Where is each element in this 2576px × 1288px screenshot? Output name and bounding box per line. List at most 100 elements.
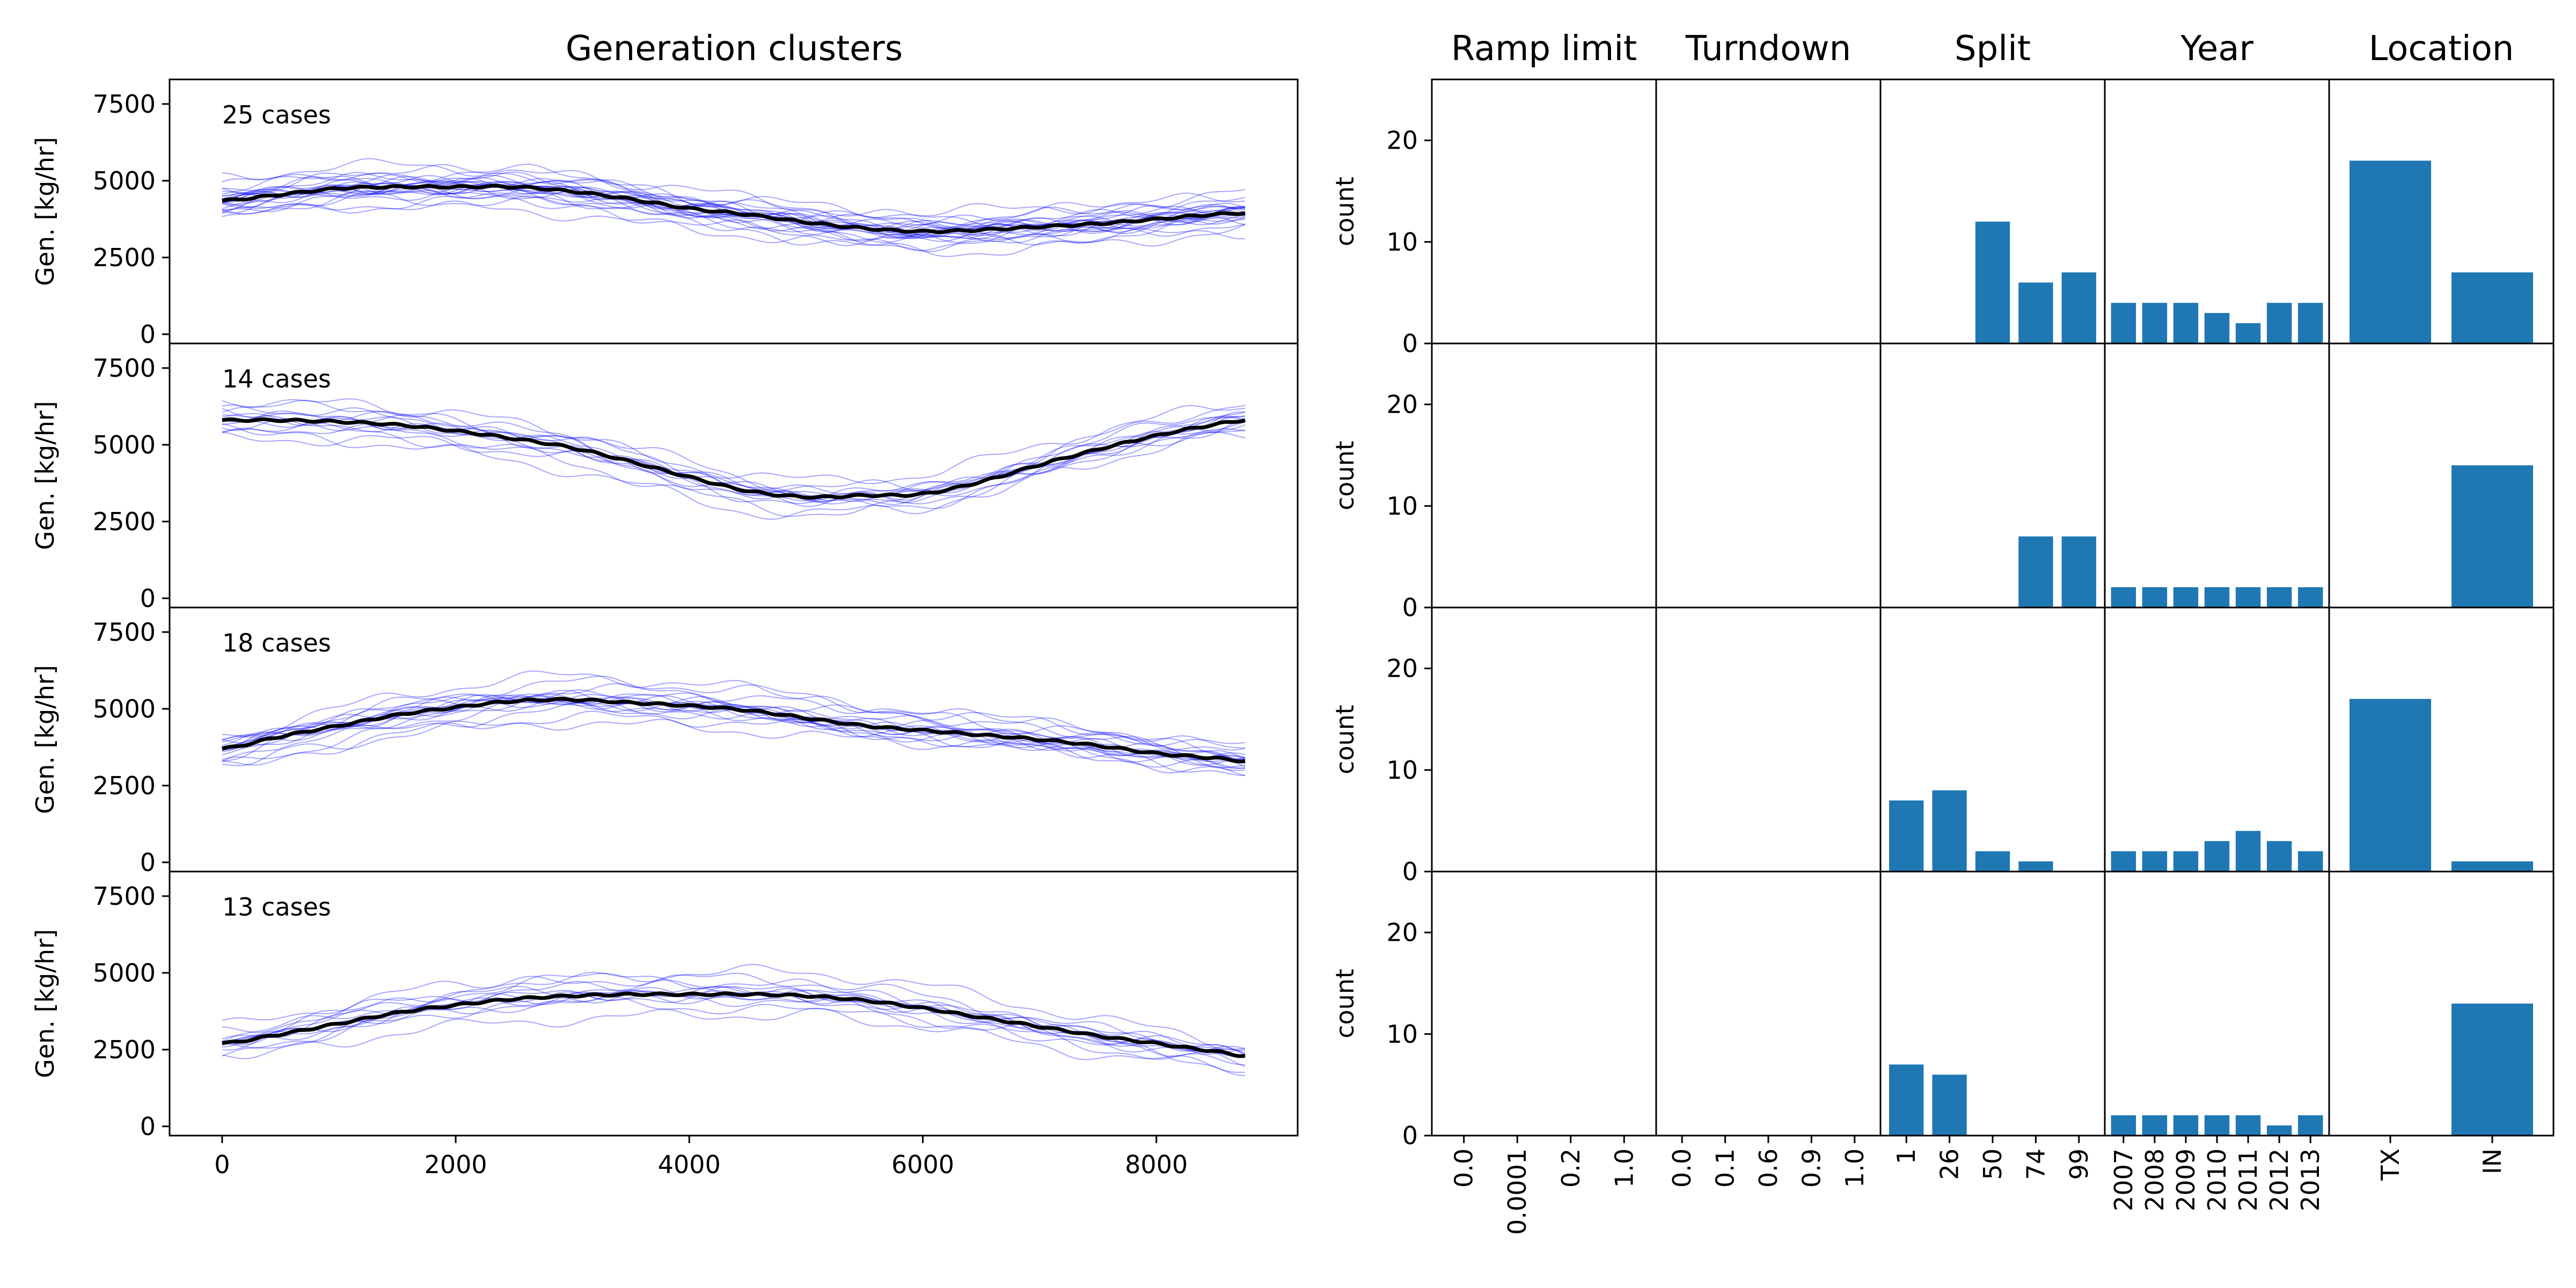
cluster-plot-3: 18 cases 0 2500 5000 7500 Gen. [kg/hr]: [31, 606, 1299, 877]
y-axis-label: Gen. [kg/hr]: [31, 137, 60, 286]
y-tick-label: 5000: [93, 166, 156, 195]
case-trace: [222, 987, 1246, 1058]
x-tick-label: 8000: [1125, 1150, 1188, 1179]
x-tick-label: 6000: [891, 1150, 954, 1179]
category-tick-label: 2010: [2202, 1148, 2231, 1211]
y-tick-label: 10: [1386, 228, 1418, 257]
count-bar: [1975, 851, 2010, 872]
count-bar: [2173, 303, 2199, 343]
count-bar: [1975, 221, 2010, 343]
y-tick-label: 2500: [93, 771, 156, 800]
histogram-frame: [1431, 870, 1657, 1137]
count-bar: [2061, 536, 2096, 608]
y-tick-label: 20: [1386, 390, 1418, 419]
count-bar: [2297, 1115, 2323, 1136]
histogram-frame: [2328, 870, 2555, 1137]
x-tick-label: 0: [214, 1150, 230, 1179]
y-tick-label: 5000: [93, 958, 156, 987]
case-trace: [222, 989, 1246, 1065]
case-trace: [222, 697, 1246, 774]
histogram-row-1: 0 10 20 count: [1330, 78, 2555, 358]
case-trace: [222, 692, 1246, 750]
count-bar: [2350, 699, 2431, 872]
y-axis-label: Gen. [kg/hr]: [31, 401, 60, 550]
category-tick-label: 2009: [2171, 1148, 2200, 1211]
case-trace: [222, 415, 1246, 509]
case-trace: [222, 164, 1246, 228]
histogram-frame: [1655, 870, 1882, 1137]
case-trace: [222, 195, 1246, 239]
histogram-frame: [1655, 342, 1882, 609]
generation-clusters-panel: Generation clusters 25 cases 0 2500 5000 750…: [31, 29, 1299, 1179]
y-tick-label: 20: [1386, 654, 1418, 683]
count-bar: [2018, 861, 2053, 872]
count-bar: [2061, 272, 2096, 343]
y-tick-label: 10: [1386, 756, 1418, 785]
y-axis-label: count: [1330, 969, 1359, 1038]
case-trace: [222, 181, 1246, 242]
cluster-plot-1: 25 cases 0 2500 5000 7500 Gen. [kg/hr]: [31, 78, 1299, 349]
case-trace: [222, 416, 1246, 507]
column-title: Turndown: [1685, 29, 1851, 69]
count-bar: [2235, 831, 2261, 872]
count-bar: [2111, 587, 2136, 608]
case-trace: [222, 690, 1246, 760]
y-axis-label: Gen. [kg/hr]: [31, 929, 60, 1078]
case-trace: [222, 988, 1246, 1067]
case-trace: [222, 979, 1246, 1052]
case-trace: [222, 398, 1246, 503]
case-trace: [222, 185, 1246, 246]
category-tick-label: 2013: [2296, 1148, 2325, 1211]
histogram-frame: [2104, 78, 2330, 345]
cluster-mean-line: [222, 417, 1246, 500]
y-axis-label: count: [1330, 441, 1359, 510]
y-axis-label: count: [1330, 705, 1359, 774]
category-tick-label: 99: [2065, 1148, 2094, 1180]
category-tick-label: 1.0: [1609, 1148, 1638, 1188]
y-tick-label: 10: [1386, 492, 1418, 521]
column-title: Location: [2369, 29, 2514, 69]
count-bar: [2173, 1115, 2199, 1136]
cluster-axes-frame: [169, 870, 1299, 1137]
histogram-row-4: 0.0 0.0001 0.2 1.0 0.0 0.1 0.6 0.9 1.0 1 26 50 74 99 2…: [1330, 870, 2555, 1235]
category-tick-label: IN: [2478, 1148, 2507, 1174]
count-bar: [2142, 303, 2168, 343]
count-bar: [2111, 303, 2136, 343]
y-tick-label: 7500: [93, 354, 156, 383]
count-bar: [2111, 851, 2136, 872]
case-trace: [222, 181, 1246, 236]
histogram-frame: [2104, 342, 2330, 609]
case-trace: [222, 158, 1246, 233]
category-tick-label: 0.9: [1797, 1148, 1826, 1188]
histogram-row-2: 0 10 20 count: [1330, 342, 2555, 622]
count-bar: [2451, 465, 2533, 608]
generation-clusters-title: Generation clusters: [566, 29, 903, 69]
case-trace: [222, 172, 1246, 231]
count-bar: [1932, 1074, 1967, 1136]
category-tick-label: 74: [2021, 1148, 2050, 1180]
case-count-label: 14 cases: [222, 364, 331, 393]
category-tick-label: 2007: [2109, 1148, 2138, 1211]
count-bar: [2142, 1115, 2168, 1136]
category-tick-label: 0.2: [1556, 1148, 1585, 1188]
count-bar: [2142, 851, 2168, 872]
case-trace: [222, 171, 1246, 237]
histogram-frame: [1655, 78, 1882, 345]
category-tick-label: 0.0: [1667, 1148, 1696, 1188]
y-tick-label: 20: [1386, 126, 1418, 155]
case-trace: [222, 675, 1246, 758]
category-tick-label: 2008: [2140, 1148, 2169, 1211]
case-trace: [222, 964, 1246, 1050]
case-trace: [222, 719, 1246, 763]
case-trace: [222, 187, 1246, 239]
column-title: Split: [1955, 29, 2031, 69]
cluster-mean-line: [222, 184, 1246, 235]
y-tick-label: 0: [1402, 857, 1418, 886]
y-tick-label: 2500: [93, 507, 156, 536]
count-bar: [2204, 1115, 2230, 1136]
cluster-plot-4: 13 cases 0 2500 5000 7500 Gen. [kg/hr]: [31, 870, 1299, 1141]
count-bar: [2235, 323, 2261, 343]
count-bar: [2018, 536, 2053, 608]
x-tick-label: 2000: [425, 1150, 487, 1179]
